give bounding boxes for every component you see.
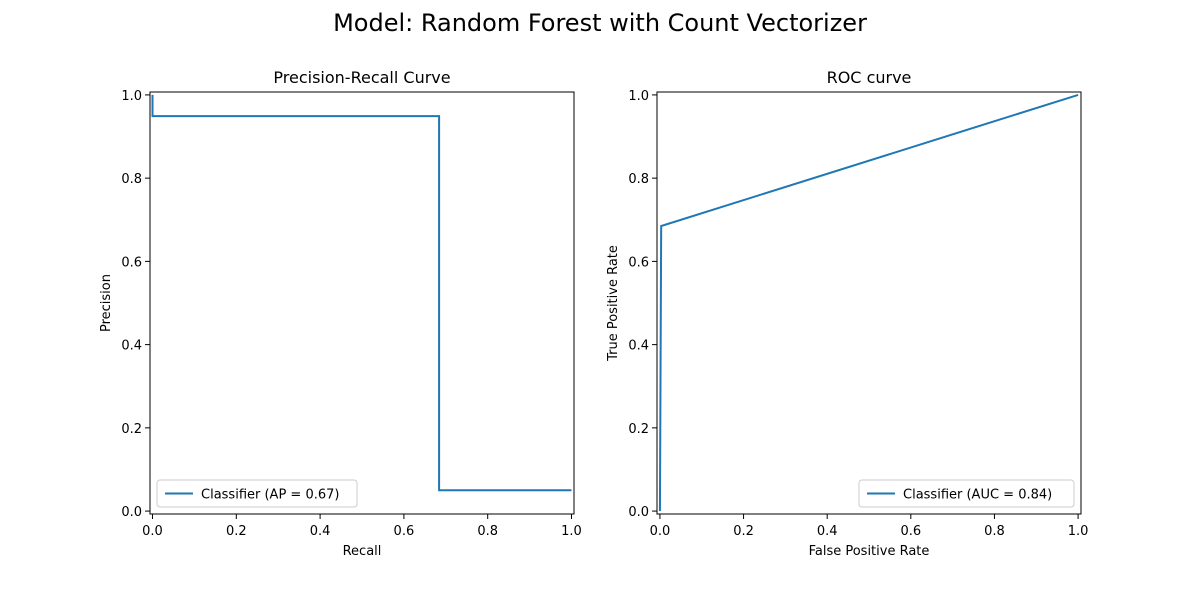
pr-y-axis-label: Precision: [99, 274, 114, 332]
roc-series-line: [658, 93, 1079, 512]
pr-series-line: [151, 94, 572, 492]
roc-x-tick-label: 0.0: [650, 524, 671, 539]
roc-x-axis-label: False Positive Rate: [809, 544, 930, 559]
roc-y-tick-label: 0.0: [628, 505, 649, 520]
roc-x-tick-label: 0.8: [984, 524, 1005, 539]
roc-y-tick-label: 0.6: [628, 255, 649, 270]
roc-legend: Classifier (AUC = 0.84): [858, 479, 1075, 508]
pr-x-tick-label: 0.4: [310, 524, 331, 539]
roc-x-tick-label: 1.0: [1068, 524, 1089, 539]
pr-x-tick-label: 0.6: [394, 524, 415, 539]
pr-legend: Classifier (AP = 0.67): [156, 479, 358, 508]
roc-axes: ROC curve 0.0 0.2 0.4 0.6 0.8 1.0 0.0 0.2 0.4 0.6 0…: [606, 68, 1088, 559]
roc-y-tick-label: 0.4: [628, 339, 649, 354]
roc-y-tick-label: 0.8: [628, 172, 649, 187]
roc-x-tick-label: 0.2: [733, 524, 754, 539]
pr-legend-box: [156, 479, 358, 508]
figure-suptitle: Model: Random Forest with Count Vectoriz…: [333, 9, 867, 37]
roc-chart-title: ROC curve: [827, 68, 912, 87]
roc-legend-box: [858, 479, 1075, 508]
pr-x-tick-label: 0.8: [477, 524, 498, 539]
pr-y-tick-label: 0.4: [121, 339, 142, 354]
pr-y-tick-label: 0.8: [121, 172, 142, 187]
pr-x-tick-label: 1.0: [561, 524, 582, 539]
pr-legend-label: Classifier (AP = 0.67): [201, 488, 339, 503]
pr-axes-frame: [149, 91, 575, 515]
pr-y-tick-label: 0.6: [121, 255, 142, 270]
pr-y-tick-label: 1.0: [121, 89, 142, 104]
pr-y-tick-label: 0.0: [121, 505, 142, 520]
roc-y-tick-label: 1.0: [628, 89, 649, 104]
pr-chart-title: Precision-Recall Curve: [273, 68, 450, 87]
pr-x-axis-label: Recall: [343, 544, 382, 559]
pr-x-tick-label: 0.2: [226, 524, 247, 539]
pr-y-tick-label: 0.2: [121, 422, 142, 437]
roc-legend-label: Classifier (AUC = 0.84): [903, 488, 1052, 503]
roc-y-tick-label: 0.2: [628, 422, 649, 437]
roc-x-tick-label: 0.4: [817, 524, 838, 539]
roc-y-axis-label: True Positive Rate: [606, 245, 621, 362]
roc-x-tick-label: 0.6: [900, 524, 921, 539]
pr-x-tick-label: 0.0: [142, 524, 163, 539]
roc-axes-frame: [656, 91, 1082, 515]
precision-recall-axes: Precision-Recall Curve 0.0 0.2 0.4 0.6 0.8 1.0…: [99, 68, 582, 559]
